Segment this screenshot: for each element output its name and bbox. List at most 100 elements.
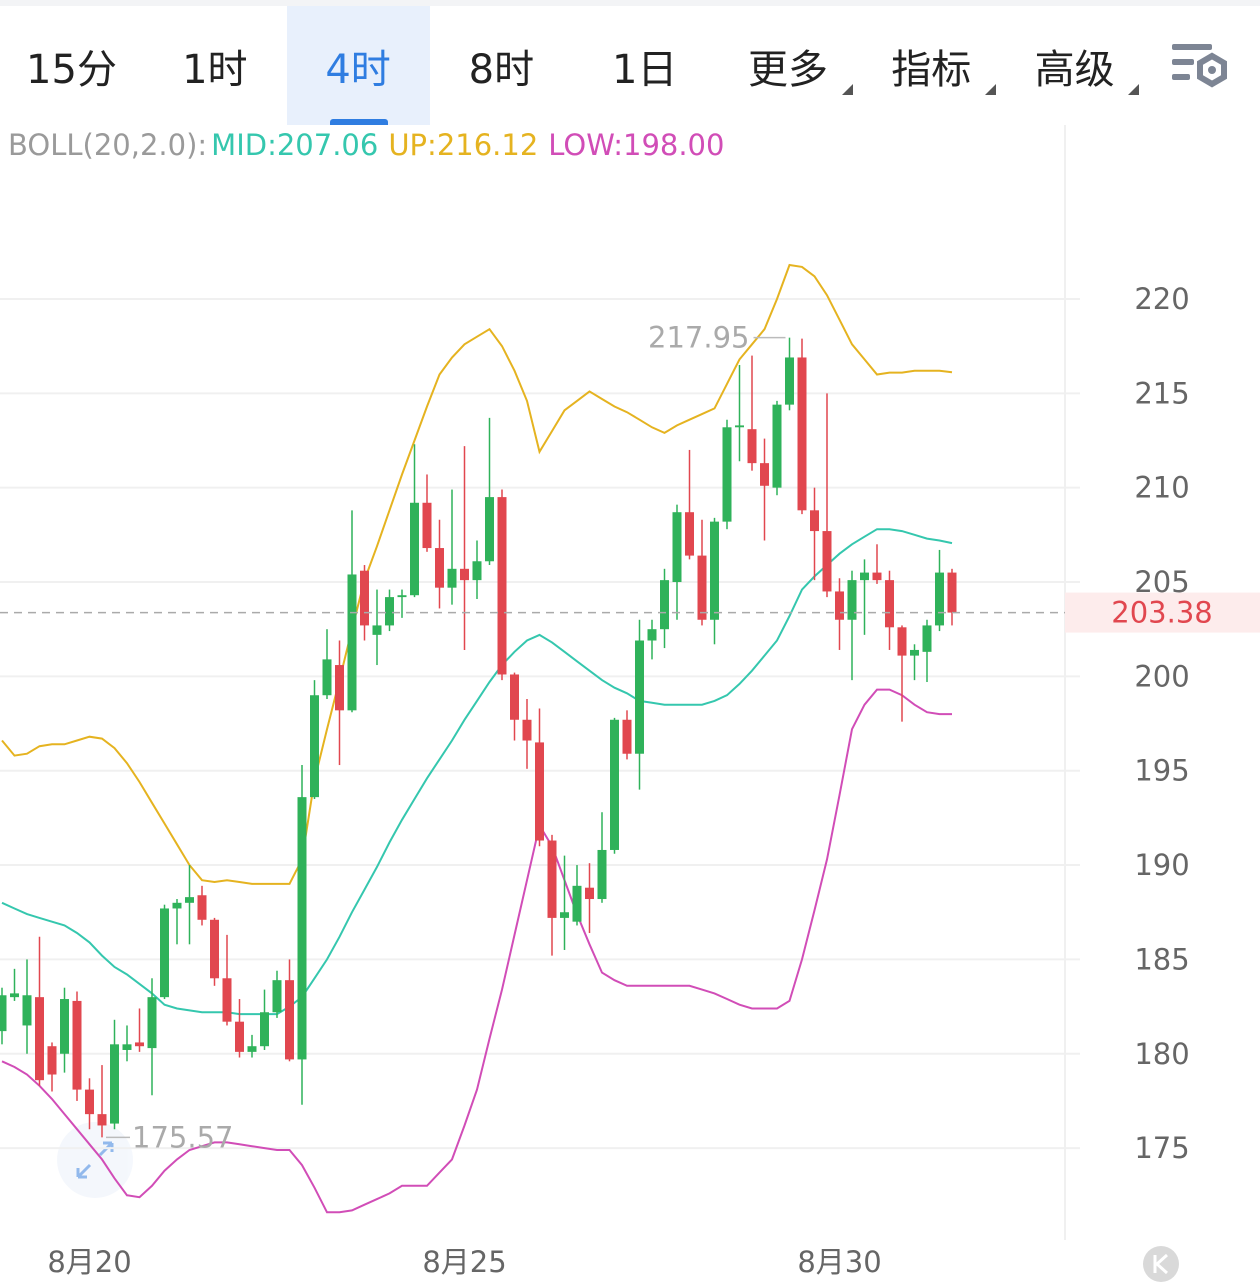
candle-body xyxy=(335,665,344,711)
tab[interactable]: 更多 xyxy=(748,46,828,93)
candle-body xyxy=(460,568,469,581)
candle-body xyxy=(522,719,532,741)
indicator-legend: BOLL(20,2.0): MID:207.06 UP:216.12 LOW:198.… xyxy=(8,128,734,162)
candle-body xyxy=(672,512,682,583)
candle-body xyxy=(797,357,807,511)
tab[interactable]: 高级 xyxy=(1034,46,1115,93)
candle-body xyxy=(647,629,657,641)
grid xyxy=(0,297,1080,1150)
candle-body xyxy=(810,510,819,532)
candle-body xyxy=(147,997,157,1049)
candle-body xyxy=(472,561,482,581)
candle-body xyxy=(22,995,32,1026)
candle-body xyxy=(547,840,557,918)
candle-body xyxy=(785,357,794,405)
candle-body xyxy=(610,719,619,850)
candle-body xyxy=(910,649,919,656)
candle-body xyxy=(47,1046,57,1075)
low-annotation: 175.57 xyxy=(132,1120,233,1154)
candle-body xyxy=(735,425,744,428)
candle-body xyxy=(860,572,869,581)
candle-body xyxy=(272,980,282,1013)
candle-body xyxy=(222,978,232,1022)
candle-body xyxy=(210,919,219,979)
candle-body xyxy=(10,993,19,998)
tab[interactable]: 15分 xyxy=(26,46,117,93)
candle-body xyxy=(710,521,719,620)
candle-body xyxy=(697,555,707,620)
candle-body xyxy=(397,595,407,598)
candle-body xyxy=(260,1012,269,1047)
candle-body xyxy=(385,597,394,626)
candle-body xyxy=(772,404,782,488)
candle-body xyxy=(97,1114,107,1126)
y-tick-label: 220 xyxy=(1134,282,1189,316)
y-tick-label: 200 xyxy=(1134,659,1189,693)
tab[interactable]: 指标 xyxy=(891,46,972,93)
candle-body xyxy=(447,568,457,588)
candle-body xyxy=(847,580,857,620)
candle-body xyxy=(597,849,607,900)
candle-body xyxy=(322,659,332,696)
y-tick-label: 190 xyxy=(1134,848,1189,882)
y-tick-label: 210 xyxy=(1134,471,1189,505)
dropdown-caret xyxy=(841,84,853,95)
candle-body xyxy=(60,999,69,1054)
legend-item: UP:216.12 xyxy=(388,128,539,162)
candle-body xyxy=(360,570,369,626)
last-price-label: 203.38 xyxy=(1111,596,1212,630)
y-tick-label: 175 xyxy=(1134,1131,1189,1165)
legend-item: MID:207.06 xyxy=(211,128,379,162)
candle-body xyxy=(247,1046,257,1052)
candle-body xyxy=(685,512,694,556)
candle-body xyxy=(560,912,569,918)
candle-body xyxy=(885,580,894,628)
tab[interactable]: 1日 xyxy=(611,46,678,93)
candle-body xyxy=(935,572,944,626)
candle-body xyxy=(72,1000,82,1090)
candle-body xyxy=(372,625,382,635)
dropdown-caret xyxy=(1128,84,1140,95)
x-tick-label: 8月25 xyxy=(422,1245,506,1279)
candle-body xyxy=(35,997,44,1081)
candle-body xyxy=(660,580,669,630)
candle-body xyxy=(85,1089,94,1115)
candle-body xyxy=(635,640,644,754)
y-tick-label: 185 xyxy=(1134,942,1189,976)
candle-body xyxy=(585,887,594,900)
candle-body xyxy=(0,995,7,1032)
tab[interactable]: 1时 xyxy=(182,46,248,93)
candle-body xyxy=(947,572,957,613)
candle-body xyxy=(485,497,494,562)
k-icon[interactable] xyxy=(1143,1246,1179,1282)
candle-body xyxy=(135,1042,144,1047)
candle-body xyxy=(747,429,757,464)
candle-body xyxy=(110,1044,119,1124)
tab[interactable]: 4时 xyxy=(286,6,430,125)
candle-body xyxy=(572,885,582,922)
candle-body xyxy=(122,1044,132,1050)
bollinger-line xyxy=(1,688,952,1214)
candle-body xyxy=(422,502,432,549)
bollinger-line xyxy=(1,528,953,1016)
tab[interactable]: 8时 xyxy=(468,46,535,93)
indicator-name: BOLL(20,2.0): xyxy=(8,128,208,162)
y-tick-label: 180 xyxy=(1134,1037,1189,1071)
candle-body xyxy=(435,548,444,588)
candle-body xyxy=(197,895,207,920)
candle-body xyxy=(872,572,882,581)
tab-bar: 15分 1时 4时 8时 1日 更多 指标 高级 xyxy=(0,0,1260,125)
settings-icon[interactable] xyxy=(1172,44,1227,88)
candle-body xyxy=(722,427,732,522)
candle-body xyxy=(497,497,507,675)
candle-body xyxy=(822,531,832,592)
candle-body xyxy=(160,908,169,998)
dropdown-caret xyxy=(984,84,996,95)
candle-body xyxy=(922,625,932,652)
candle-body xyxy=(622,719,632,754)
candle-body xyxy=(285,980,294,1060)
legend-item: LOW:198.00 xyxy=(548,128,725,162)
candle-body xyxy=(760,463,769,486)
candle-body xyxy=(510,674,519,720)
